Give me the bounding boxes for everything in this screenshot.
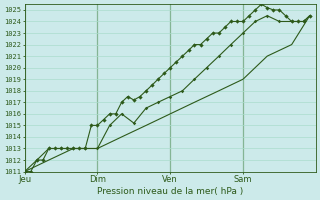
X-axis label: Pression niveau de la mer( hPa ): Pression niveau de la mer( hPa ) bbox=[97, 187, 244, 196]
